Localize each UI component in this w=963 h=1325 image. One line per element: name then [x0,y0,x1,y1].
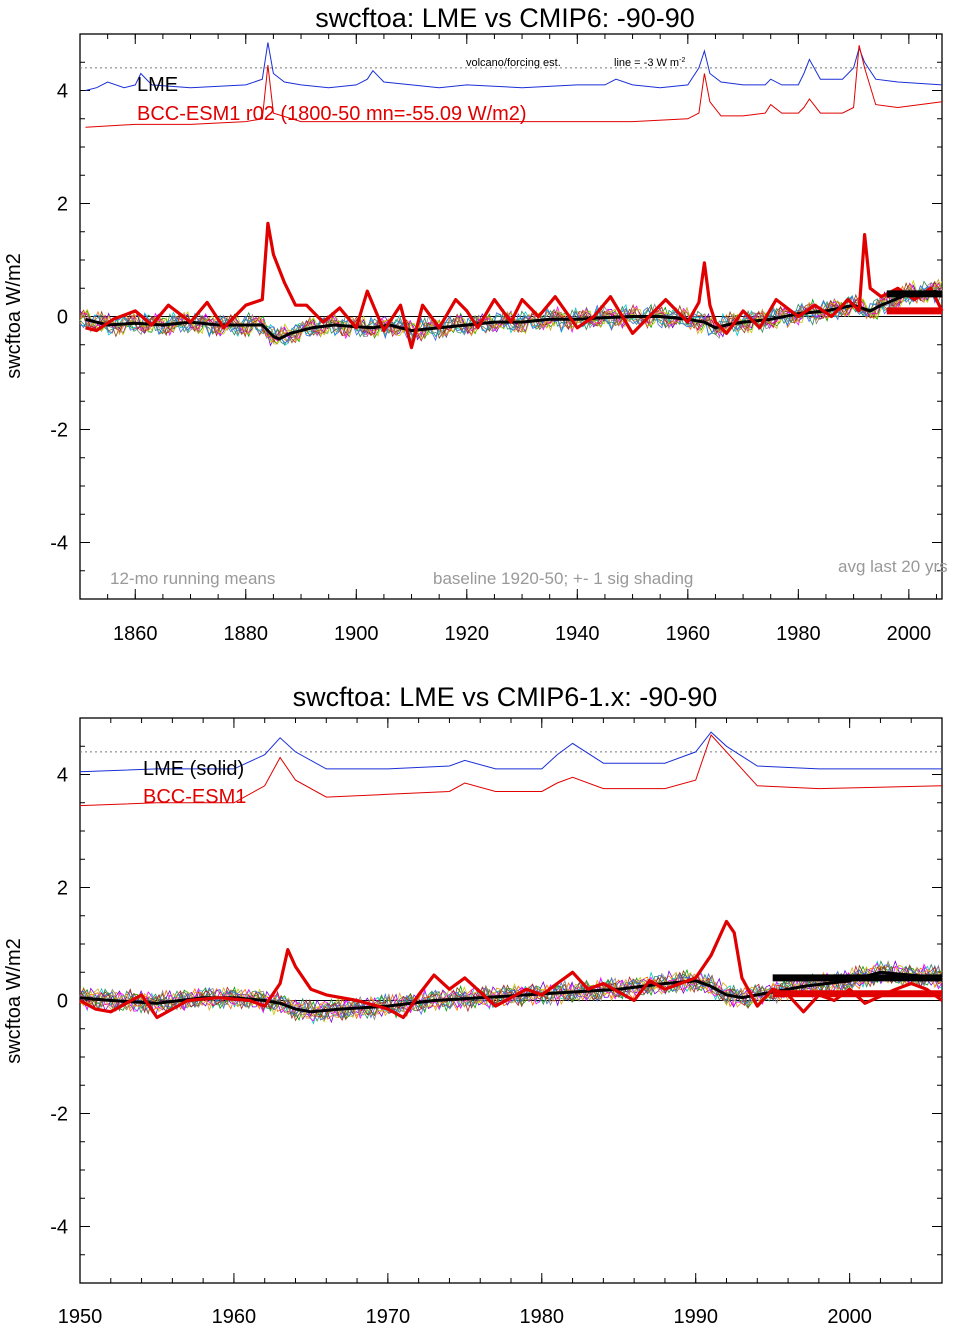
x-tick-label: 1980 [776,623,821,645]
x-tick-label: 2000 [887,623,932,645]
x-tick-label: 1940 [555,623,600,645]
x-tick-label: 1960 [666,623,711,645]
x-tick-label: 1900 [334,623,379,645]
series-line-bcc-esm1 [79,919,943,1020]
panel-top: swcftoa: LME vs CMIP6: -90-90 swcftoa W/… [3,3,948,645]
plot-area: -4 -2 0 2 4 1950 1960 1970 1980 1990 2000 [50,717,943,1325]
x-tick-label: 1970 [366,1306,411,1325]
forcing-line-bcc-esm1 [79,734,943,807]
forcing-line-lme [85,42,943,91]
y-tick-label: 2 [57,878,68,900]
series-line-lme [85,289,937,341]
y-tick-label: 4 [57,81,68,103]
y-axis-label: swcftoa W/m2 [3,938,25,1064]
y-tick-label: -4 [50,1217,68,1239]
legend-entry-lme: LME (solid) [143,758,244,780]
panel-title: swcftoa: LME vs CMIP6-1.x: -90-90 [293,682,718,712]
y-tick-label: -4 [50,533,68,555]
legend-entry-bcc: BCC-ESM1 r02 (1800-50 mn=-55.09 W/m2) [137,103,527,125]
panel-bottom: swcftoa: LME vs CMIP6-1.x: -90-90 swcfto… [3,682,943,1325]
series-line-bcc-esm1 [85,221,944,350]
line-note: line = -3 W m-2 [614,57,685,69]
ensemble-member-line [79,284,943,344]
x-tick-label: 1990 [673,1306,718,1325]
y-tick-label: 4 [57,765,68,787]
y-tick-label: -2 [50,1104,68,1126]
x-tick-label: 2000 [827,1306,872,1325]
x-tick-label: 1860 [113,623,158,645]
avg-last-20-note: avg last 20 yrs [838,557,948,576]
forcing-line-lme [79,731,942,773]
x-tick-label: 1920 [445,623,490,645]
forcing-line-bcc-esm1 [85,45,943,128]
y-tick-label: 2 [57,194,68,216]
running-mean-note: 12-mo running means [110,569,275,588]
ensemble-member-line [79,279,943,344]
y-tick-label: 0 [57,307,68,329]
y-tick-label: 0 [57,991,68,1013]
panel-title: swcftoa: LME vs CMIP6: -90-90 [315,3,695,33]
x-tick-label: 1960 [212,1306,257,1325]
y-tick-label: -2 [50,420,68,442]
forcing-note: volcano/forcing est. [466,57,561,69]
legend-entry-lme: LME [137,74,178,96]
plot-area: -4 -2 0 2 4 1860 1880 1900 1920 1940 1960 1980 2000 [50,33,944,645]
x-tick-label: 1880 [224,623,269,645]
y-axis-label: swcftoa W/m2 [3,253,25,379]
baseline-note: baseline 1920-50; +- 1 sig shading [433,569,693,588]
x-tick-label: 1980 [520,1306,565,1325]
legend-entry-bcc: BCC-ESM1 [143,786,246,808]
x-tick-label: 1950 [58,1306,103,1325]
